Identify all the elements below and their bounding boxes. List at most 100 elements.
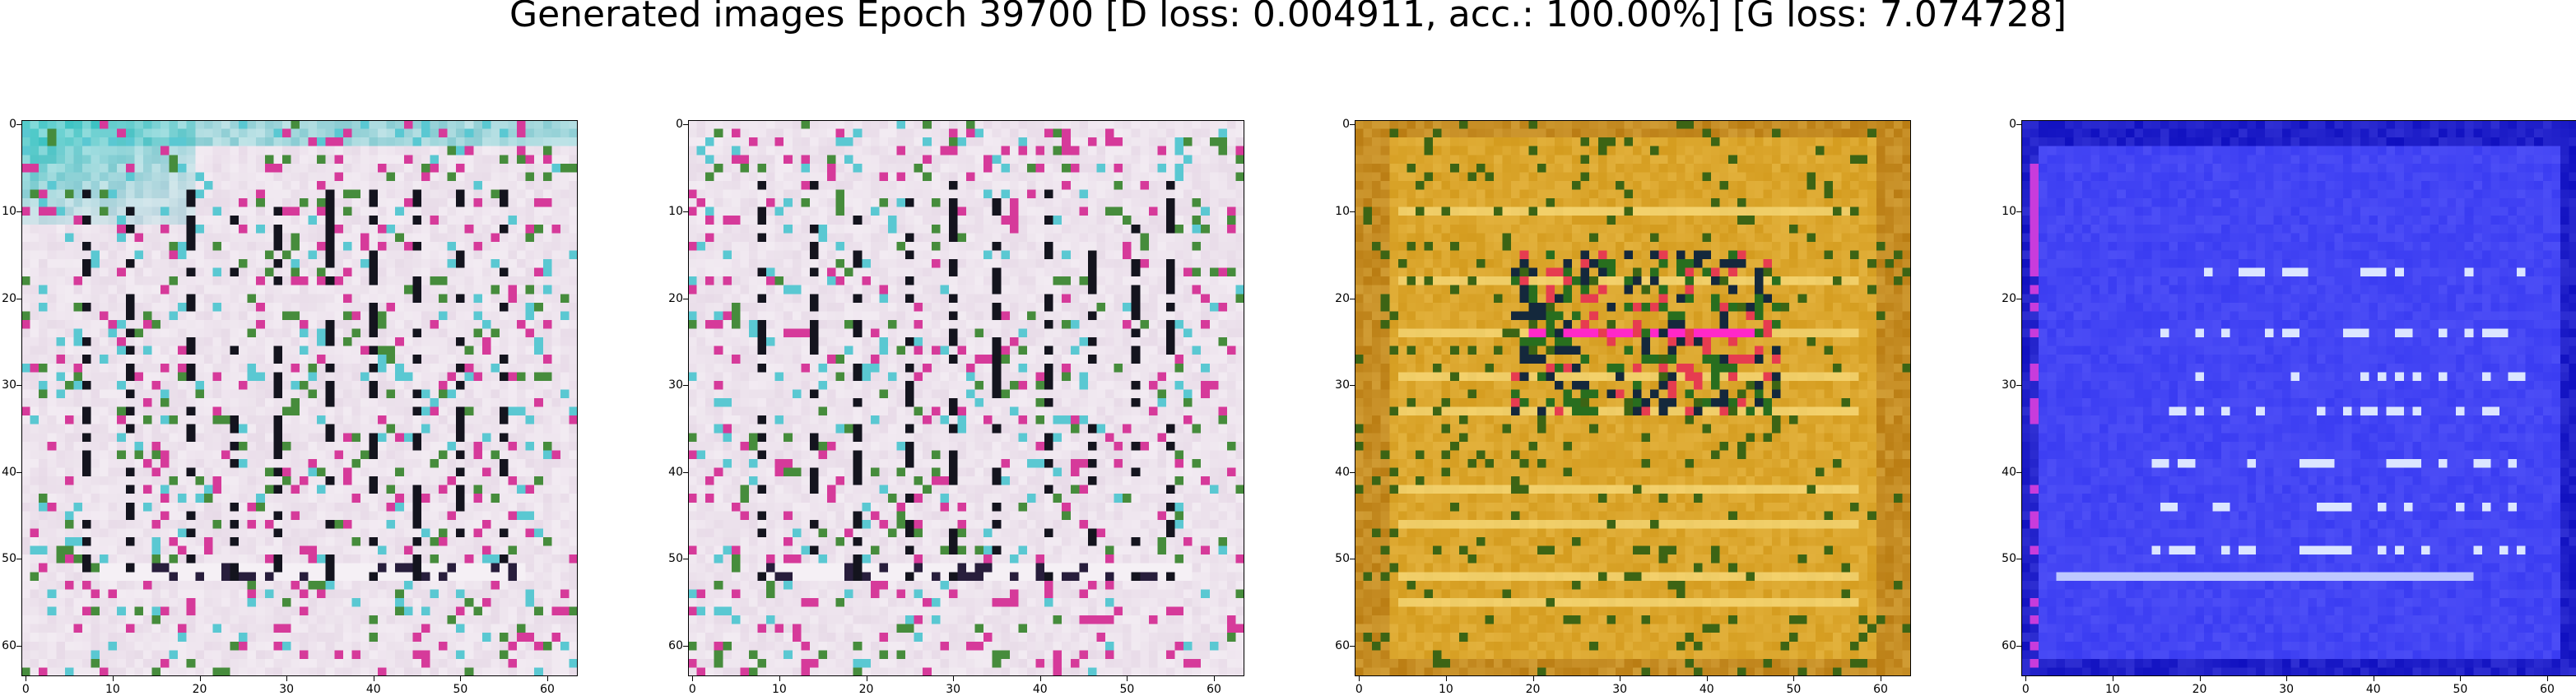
x-tick-label: 20 xyxy=(2192,683,2207,696)
x-tick-label: 60 xyxy=(1873,683,1888,696)
x-tick-mark xyxy=(692,676,694,681)
x-tick-label: 20 xyxy=(192,683,207,696)
y-tick-mark xyxy=(16,385,21,387)
y-tick-mark xyxy=(16,646,21,647)
x-tick-mark xyxy=(547,676,549,681)
y-tick-label: 30 xyxy=(2002,378,2016,392)
x-tick-mark xyxy=(2286,676,2288,681)
y-tick-label: 30 xyxy=(668,378,683,392)
y-tick-label: 60 xyxy=(1335,639,1350,653)
axes-frame xyxy=(21,120,578,676)
x-tick-label: 10 xyxy=(2104,683,2120,696)
x-tick-label: 50 xyxy=(453,683,468,696)
y-tick-label: 0 xyxy=(1342,118,1350,132)
generated-image-1-pixels xyxy=(21,120,578,676)
x-tick-label: 60 xyxy=(1207,683,1221,696)
y-tick-mark xyxy=(683,385,688,387)
y-tick-label: 40 xyxy=(2002,465,2016,479)
x-tick-label: 10 xyxy=(771,683,787,696)
y-tick-mark xyxy=(1350,646,1355,647)
y-tick-label: 60 xyxy=(668,639,683,653)
x-tick-mark xyxy=(1445,676,1447,681)
x-tick-mark xyxy=(1706,676,1708,681)
y-tick-label: 10 xyxy=(2002,204,2016,218)
x-tick-mark xyxy=(1039,676,1041,681)
y-tick-label: 20 xyxy=(668,291,683,305)
x-tick-label: 50 xyxy=(1119,683,1135,696)
x-tick-mark xyxy=(953,676,955,681)
y-tick-label: 20 xyxy=(2002,291,2016,305)
x-tick-label: 0 xyxy=(1355,683,1363,696)
x-tick-label: 30 xyxy=(279,683,295,696)
y-tick-mark xyxy=(1350,124,1355,126)
y-tick-mark xyxy=(2016,124,2021,126)
y-tick-label: 10 xyxy=(1335,204,1350,218)
y-tick-mark xyxy=(683,211,688,212)
y-tick-label: 0 xyxy=(2009,118,2016,132)
y-tick-mark xyxy=(1350,471,1355,473)
x-tick-label: 20 xyxy=(858,683,874,696)
y-tick-mark xyxy=(1350,211,1355,212)
y-tick-mark xyxy=(683,471,688,473)
x-tick-mark xyxy=(1532,676,1534,681)
generated-image-4-pixels xyxy=(2021,120,2576,676)
axes-frame xyxy=(688,120,1244,676)
y-tick-label: 50 xyxy=(2002,552,2016,566)
x-tick-label: 40 xyxy=(2365,683,2381,696)
y-tick-label: 20 xyxy=(1335,291,1350,305)
figure-title: Generated images Epoch 39700 [D loss: 0.… xyxy=(509,0,2067,35)
x-tick-mark xyxy=(2025,676,2027,681)
x-tick-mark xyxy=(779,676,780,681)
x-tick-mark xyxy=(1359,676,1360,681)
y-tick-label: 50 xyxy=(668,552,683,566)
y-tick-mark xyxy=(2016,211,2021,212)
x-tick-mark xyxy=(1793,676,1795,681)
x-tick-mark xyxy=(460,676,462,681)
x-tick-mark xyxy=(1214,676,1216,681)
y-tick-label: 40 xyxy=(1335,465,1350,479)
x-tick-label: 50 xyxy=(1786,683,1802,696)
x-tick-mark xyxy=(2199,676,2201,681)
generated-image-3-pixels xyxy=(1355,120,1911,676)
y-tick-label: 50 xyxy=(1335,552,1350,566)
x-tick-label: 20 xyxy=(1525,683,1541,696)
axes-frame xyxy=(1355,120,1911,676)
x-tick-mark xyxy=(286,676,288,681)
y-tick-mark xyxy=(16,211,21,212)
y-tick-label: 60 xyxy=(2002,639,2016,653)
y-tick-label: 40 xyxy=(668,465,683,479)
x-tick-mark xyxy=(2547,676,2549,681)
x-tick-label: 30 xyxy=(946,683,961,696)
generated-image-2: 0 10 20 30 40 50 60 0 10 20 30 40 50 60 xyxy=(668,118,1244,696)
y-tick-mark xyxy=(2016,385,2021,387)
y-tick-mark xyxy=(683,124,688,126)
y-tick-label: 10 xyxy=(668,204,683,218)
y-tick-label: 30 xyxy=(1335,378,1350,392)
x-tick-mark xyxy=(199,676,201,681)
y-tick-label: 40 xyxy=(2,465,16,479)
x-tick-label: 30 xyxy=(2279,683,2295,696)
generated-image-4: 0 10 20 30 40 50 60 0 10 20 30 40 50 60 xyxy=(2002,118,2576,696)
x-tick-label: 30 xyxy=(1612,683,1628,696)
x-tick-label: 40 xyxy=(365,683,381,696)
y-tick-label: 0 xyxy=(676,118,683,132)
y-tick-label: 50 xyxy=(2,552,16,566)
y-tick-mark xyxy=(16,471,21,473)
y-tick-mark xyxy=(2016,471,2021,473)
x-tick-mark xyxy=(112,676,114,681)
generated-image-2-pixels xyxy=(688,120,1244,676)
x-tick-label: 60 xyxy=(2540,683,2555,696)
x-tick-label: 60 xyxy=(540,683,555,696)
y-tick-mark xyxy=(683,646,688,647)
y-tick-label: 10 xyxy=(2,204,16,218)
y-tick-mark xyxy=(16,124,21,126)
x-tick-label: 40 xyxy=(1699,683,1714,696)
generated-image-1: 0 10 20 30 40 50 60 0 10 20 30 40 50 60 xyxy=(2,118,578,696)
x-tick-label: 0 xyxy=(688,683,696,696)
x-tick-label: 10 xyxy=(1438,683,1453,696)
x-tick-label: 0 xyxy=(2021,683,2030,696)
x-tick-label: 10 xyxy=(105,683,120,696)
axes-frame xyxy=(2021,120,2576,676)
y-tick-mark xyxy=(2016,646,2021,647)
x-tick-label: 0 xyxy=(21,683,30,696)
